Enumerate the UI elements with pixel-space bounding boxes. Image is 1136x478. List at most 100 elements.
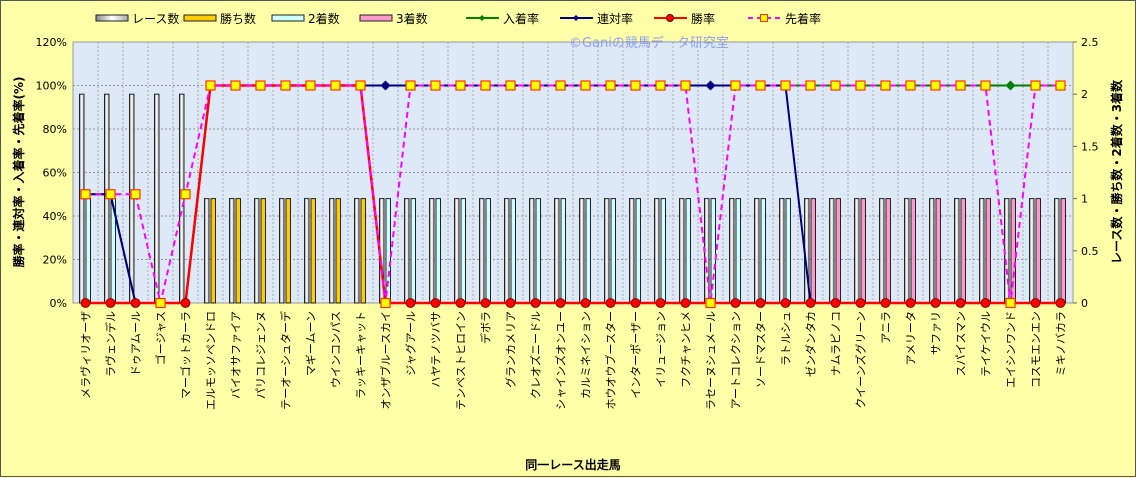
rentai-rate-marker	[705, 80, 716, 91]
senchaku-rate-marker	[105, 189, 116, 200]
x-tick-label: クレオズニードル	[529, 311, 543, 399]
x-tick-label: ジャグアール	[404, 311, 418, 376]
bar-race-count	[254, 198, 260, 304]
win-rate-marker	[830, 298, 841, 308]
bars	[79, 93, 1066, 304]
bar-race-count	[929, 198, 935, 304]
x-tick-label: クイーンズグリーン	[854, 311, 868, 409]
senchaku-rate-marker	[905, 80, 916, 91]
x-tick-label: ミキノバカラ	[1055, 311, 1068, 376]
bar-race-count	[979, 198, 985, 304]
win-rate-marker	[955, 298, 966, 308]
legend-label: 入着率	[503, 11, 539, 26]
senchaku-rate-marker	[280, 80, 291, 91]
x-tick-label: マギームーン	[305, 311, 318, 376]
senchaku-rate-marker	[1005, 297, 1016, 309]
x-tick-label: メラヴィリオーザ	[79, 311, 93, 399]
rentai-rate-marker	[380, 80, 391, 91]
x-tick-label: ゴージャス	[154, 311, 168, 365]
x-tick-label: テイケイウル	[980, 311, 993, 377]
legend-label: 勝ち数	[220, 11, 256, 26]
y-tick-left: 40%	[43, 210, 67, 223]
senchaku-rate-marker	[680, 80, 691, 91]
y-tick-right: 1.5	[1081, 140, 1099, 153]
bar-third-count	[810, 198, 816, 304]
win-rate-marker	[505, 298, 516, 308]
x-tick-label: エルモッソペンドロ	[205, 311, 218, 410]
bar-second-count	[735, 198, 741, 304]
legend-label: 2着数	[308, 11, 340, 26]
x-tick-label: テーオーシュターデ	[279, 311, 293, 410]
bar-race-count	[654, 198, 660, 304]
bar-second-count	[610, 198, 616, 304]
x-tick-label: ドゥアムール	[130, 311, 143, 376]
bar-second-count	[510, 198, 516, 304]
x-tick-label: ハヤテノツバサ	[430, 311, 443, 388]
legend-swatch-win	[183, 14, 217, 22]
x-axis-label: 同一レース出走馬	[525, 457, 620, 472]
senchaku-rate-marker	[205, 80, 216, 91]
y-tick-right: 0	[1081, 297, 1088, 310]
bar-race-count	[954, 198, 960, 304]
x-tick-label: カルミネイション	[580, 311, 593, 399]
bar-second-count	[485, 198, 491, 304]
bar-race-count	[504, 198, 510, 304]
bar-win-count	[235, 198, 241, 304]
senchaku-rate-marker	[705, 297, 716, 309]
senchaku-rate-marker	[455, 80, 466, 91]
bar-third-count	[885, 198, 891, 304]
legend-label: 連対率	[597, 11, 633, 26]
senchaku-rate-marker	[980, 80, 991, 91]
bar-win-count	[210, 198, 216, 304]
bar-second-count	[585, 198, 591, 304]
x-tick-label: マーゴットカーラ	[179, 311, 193, 399]
y-tick-left: 120%	[36, 36, 67, 49]
bar-win-count	[310, 198, 316, 304]
win-rate-marker	[1030, 298, 1041, 308]
win-rate-marker	[105, 298, 116, 308]
win-rate-marker	[855, 298, 866, 308]
win-rate-marker	[530, 298, 541, 308]
bar-third-count	[960, 198, 966, 304]
bar-race-count	[679, 198, 685, 304]
bar-third-count	[935, 198, 941, 304]
senchaku-rate-marker	[780, 80, 791, 91]
senchaku-rate-marker	[255, 80, 266, 91]
bar-race-count	[304, 198, 310, 304]
bar-race-count	[429, 198, 435, 304]
x-tick-label: コスモエンエン	[1030, 311, 1043, 388]
senchaku-rate-marker	[880, 80, 891, 91]
senchaku-rate-marker	[755, 80, 766, 91]
senchaku-rate-marker	[405, 80, 416, 91]
watermark: ©Ganiの競馬データ研究室	[569, 35, 729, 51]
bar-race-count	[829, 198, 835, 304]
x-tick-label: エイシンワンド	[1005, 311, 1018, 388]
x-tick-label: アメリータ	[905, 311, 918, 365]
bar-race-count	[604, 198, 610, 304]
senchaku-rate-marker	[130, 189, 141, 200]
bar-race-count	[729, 198, 735, 304]
legend-marker	[479, 15, 485, 21]
bar-third-count	[1060, 198, 1066, 304]
legend-swatch-third	[359, 14, 393, 22]
bar-race-count	[204, 198, 210, 304]
place-rate-marker	[1005, 80, 1016, 91]
bar-race-count	[329, 198, 335, 304]
bar-race-count	[779, 198, 785, 304]
senchaku-rate-marker	[830, 80, 841, 91]
x-tick-label: グランカメリア	[504, 311, 518, 388]
win-rate-marker	[1055, 298, 1066, 308]
y-tick-left: 0%	[50, 297, 67, 310]
y-tick-left: 60%	[43, 167, 67, 180]
senchaku-rate-marker	[530, 80, 541, 91]
senchaku-rate-marker	[505, 80, 516, 91]
senchaku-rate-marker	[155, 297, 166, 309]
y-tick-right: 2.5	[1081, 36, 1099, 49]
senchaku-rate-marker	[480, 80, 491, 91]
legend-label: レース数	[132, 11, 179, 26]
axes: 0% 20% 40% 60% 80% 100% 120% 0 0.5 1 1.5 2 2.5 メラヴィリオ…	[36, 36, 1099, 410]
bar-race-count	[579, 198, 585, 304]
x-tick-label: インターポーザー	[630, 311, 643, 399]
x-tick-label: ゼンダンタカ	[804, 311, 818, 377]
